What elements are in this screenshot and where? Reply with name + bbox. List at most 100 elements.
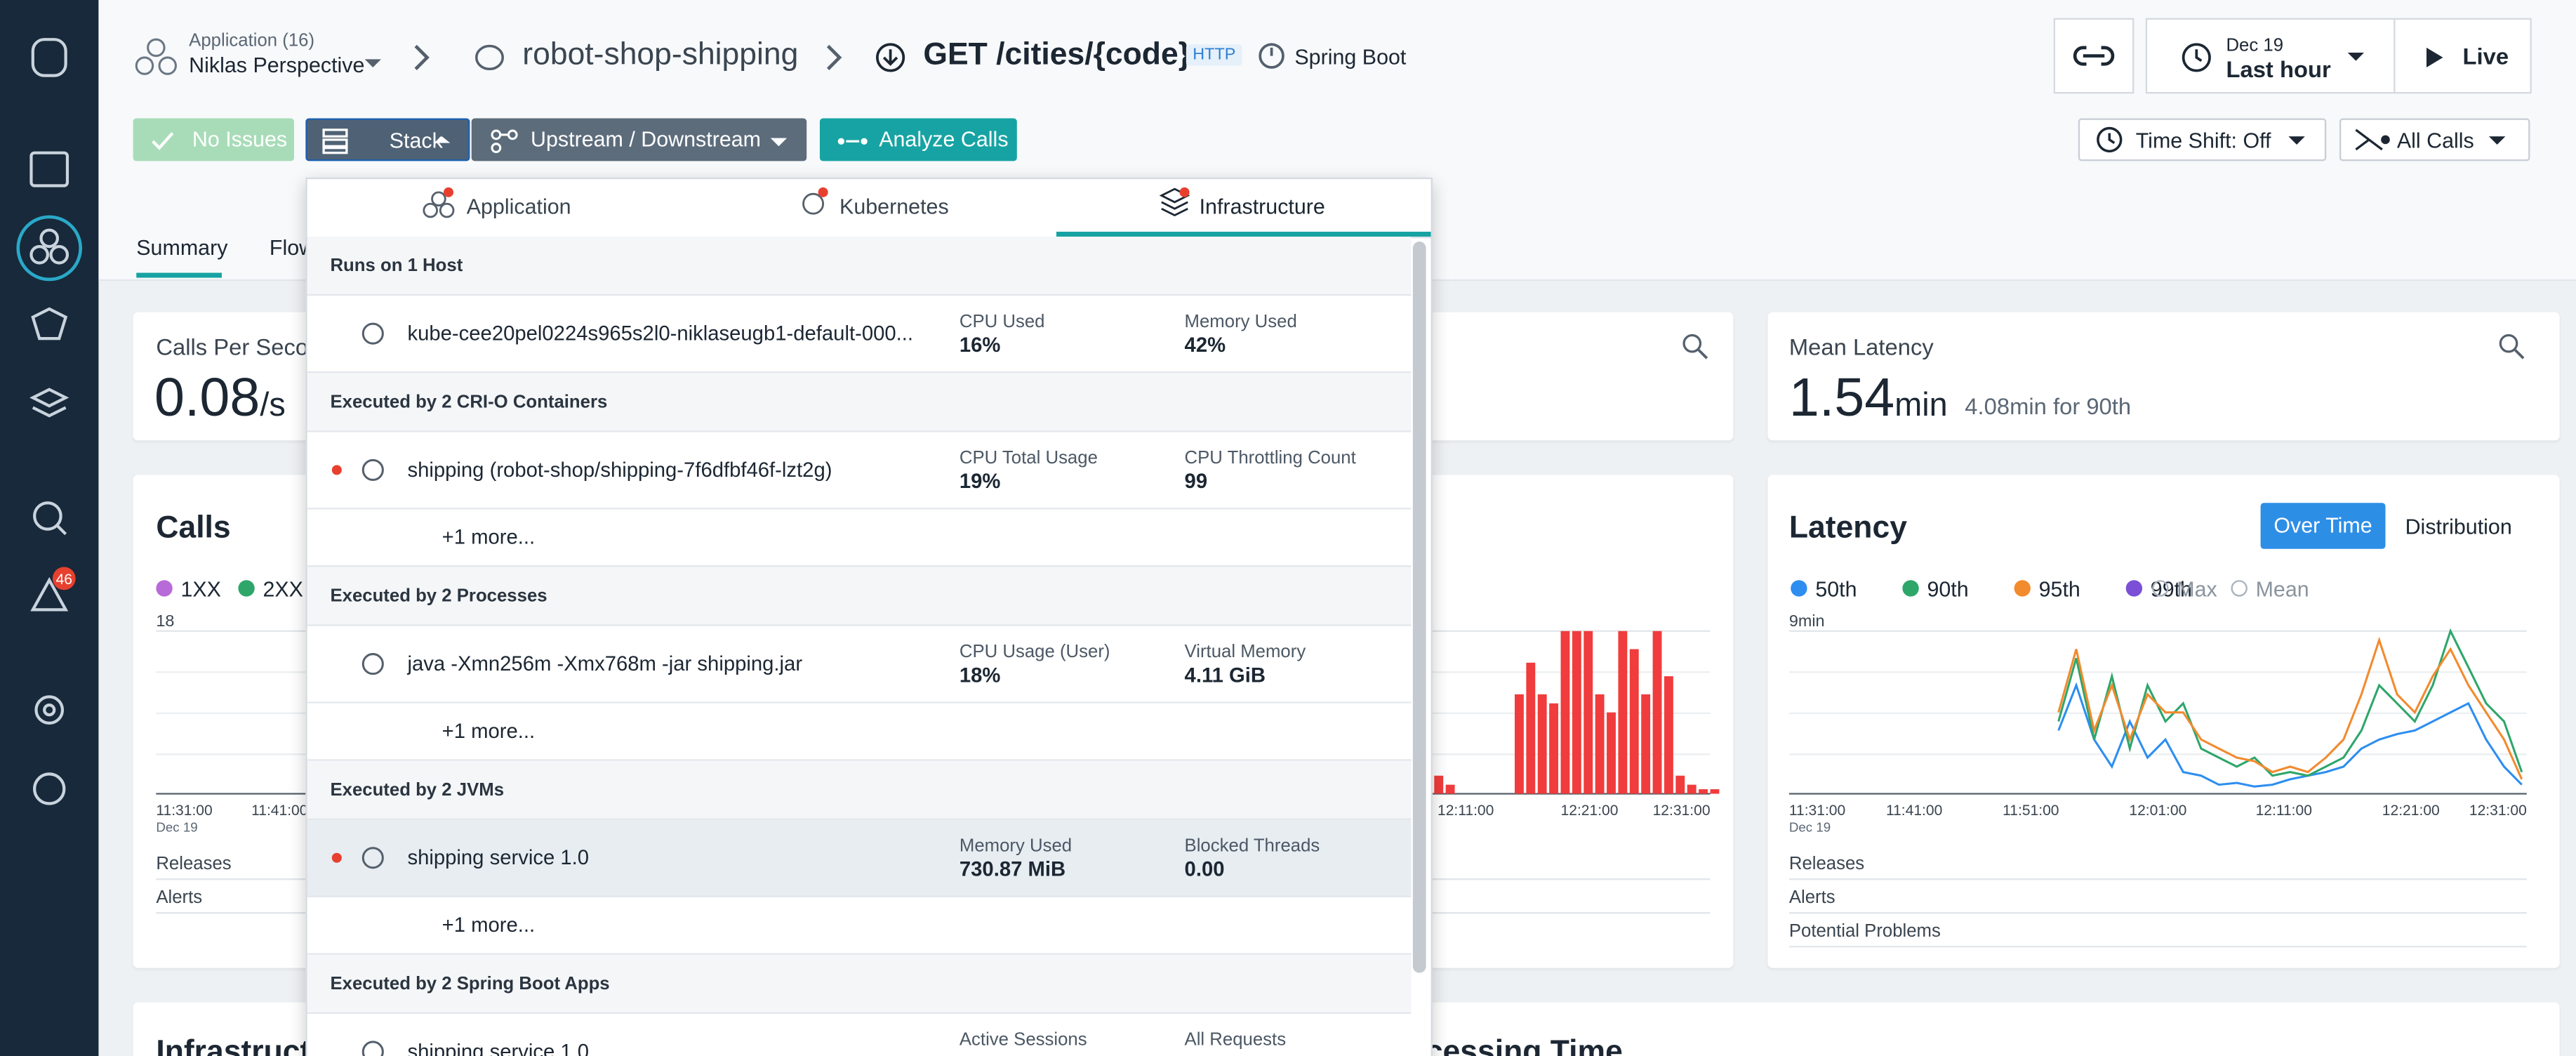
more-link[interactable]: +1 more...: [307, 897, 1412, 955]
x-date-label: Dec 19: [1789, 819, 1831, 834]
metric-label: CPU Used: [959, 312, 1045, 332]
events-icon[interactable]: [30, 576, 69, 612]
row-icon: [361, 653, 384, 675]
applications-icon[interactable]: [16, 215, 83, 282]
caret: [2347, 52, 2365, 61]
track-label: Potential Problems: [1789, 921, 1941, 941]
more-link[interactable]: +1 more...: [307, 703, 1412, 761]
analyze-label: Analyze Calls: [879, 126, 1009, 152]
clock-icon: [2182, 43, 2211, 72]
legend-swatch: [1791, 580, 1807, 597]
x-tick-label: 12:11:00: [2256, 803, 2312, 819]
section-header: Executed by 2 CRI-O Containers: [307, 373, 1412, 433]
stack-row[interactable]: shipping (robot-shop/shipping-7f6dfbf46f…: [307, 432, 1412, 510]
metric-value: 18%: [959, 664, 1001, 687]
stack-row[interactable]: kube-cee20pel0224s965s2l0-niklaseugb1-de…: [307, 296, 1412, 374]
stack-row[interactable]: shipping service 1.0 Memory Used 730.87 Mi…: [307, 819, 1412, 897]
infrastructure-icon[interactable]: [29, 388, 69, 418]
dropdown-tab[interactable]: Kubernetes: [839, 194, 949, 219]
analytics-icon[interactable]: [33, 501, 62, 531]
stack-row[interactable]: shipping service 1.0 Active Sessions All R…: [307, 1014, 1412, 1056]
toolbar-icons: [152, 128, 868, 154]
play-icon: [2426, 47, 2443, 67]
chart-title: Latency: [1789, 510, 1907, 544]
badge-count: 46: [56, 572, 72, 588]
zoom-icon[interactable]: [1680, 332, 1710, 362]
stack-row[interactable]: java -Xmn256m -Xmx768m -jar shipping.jar…: [307, 626, 1412, 704]
sidebar: 46: [0, 0, 99, 1056]
sidebar-icons: 46: [16, 38, 83, 805]
x-tick-label: 11:31:00: [156, 803, 212, 819]
latency-line: [2057, 636, 2523, 780]
latency-card: Over Time Distribution: [1767, 475, 2560, 968]
metric-value: 0.00: [1184, 857, 1225, 881]
view-over-time[interactable]: Over Time: [2260, 503, 2386, 549]
service-name[interactable]: robot-shop-shipping: [522, 37, 799, 72]
section-header: Executed by 2 Processes: [307, 567, 1412, 626]
link-icon: [2073, 46, 2115, 66]
legend-label-off: Max: [2177, 578, 2217, 602]
bar: [1641, 694, 1651, 794]
metric-value: 99: [1184, 470, 1208, 494]
live-label: Live: [2462, 42, 2509, 70]
right-toolbar-icons: [2097, 126, 2506, 153]
bar: [1584, 631, 1593, 794]
link-button[interactable]: [2053, 18, 2135, 94]
live-button[interactable]: Live: [2394, 18, 2532, 94]
mean-latency-card: Mean Latency 1.54min 4.08min for 90th: [1767, 312, 2560, 441]
metric-label: CPU Total Usage: [959, 448, 1098, 469]
time-date: Dec 19: [2226, 36, 2284, 56]
dropdown-tab[interactable]: Application: [466, 194, 571, 219]
bar: [1445, 784, 1455, 794]
no-issues-button[interactable]: No Issues: [133, 118, 294, 161]
bar: [1434, 775, 1444, 794]
logo-icon[interactable]: [31, 38, 67, 77]
legend-swatch: [2125, 580, 2143, 597]
view-distribution[interactable]: Distribution: [2405, 514, 2512, 539]
time-picker[interactable]: Dec 19 Last hour: [2145, 18, 2396, 94]
time-shift-button[interactable]: Time Shift: Off: [2078, 118, 2327, 161]
metric-label: Memory Used: [1184, 312, 1297, 332]
zoom-icon[interactable]: [2497, 332, 2527, 362]
row-name: shipping service 1.0: [407, 846, 590, 870]
metric-label: Blocked Threads: [1184, 836, 1320, 857]
metric-label: Virtual Memory: [1184, 642, 1306, 663]
kpi-note: 4.08min for 90th: [1965, 392, 2132, 419]
stack-label: Stack: [389, 128, 443, 153]
bar: [1595, 694, 1605, 794]
x-tick-label: 12:31:00: [2469, 803, 2527, 819]
x-tick-label: 11:51:00: [2003, 803, 2059, 819]
track-label: Alerts: [1789, 887, 1835, 907]
metric-value: 730.87 MiB: [959, 857, 1066, 881]
more-icon[interactable]: [33, 772, 66, 805]
dropdown-tab[interactable]: Infrastructure: [1199, 194, 1325, 219]
metric-label: All Requests: [1184, 1030, 1287, 1050]
kpi-value: 0.08/s: [154, 367, 286, 429]
time-shift-label: Time Shift: Off: [2135, 128, 2271, 153]
scrollbar[interactable]: [1412, 242, 1426, 973]
app-icon: [135, 38, 177, 75]
chart-title: Calls: [156, 510, 230, 544]
dashboard-icon[interactable]: [29, 151, 69, 187]
bar: [1514, 694, 1524, 794]
row-icon: [361, 458, 384, 481]
row-icon: [361, 322, 384, 345]
kpi-number: 0.08: [154, 366, 260, 428]
more-link[interactable]: +1 more...: [307, 509, 1412, 567]
spring-icon: [1259, 43, 1284, 69]
x-tick-label: 11:41:00: [251, 803, 307, 819]
kpi-label: Calls Per Second: [156, 334, 334, 360]
analyze-button[interactable]: Analyze Calls: [819, 118, 1017, 161]
upstream-button[interactable]: Upstream / Downstream: [471, 118, 807, 161]
tab-summary[interactable]: Summary: [136, 235, 228, 260]
row-name: java -Xmn256m -Xmx768m -jar shipping.jar: [407, 652, 803, 675]
db-icon: [475, 44, 504, 71]
chevron: [826, 44, 842, 70]
bar: [1664, 676, 1673, 794]
perspective[interactable]: Niklas Perspective: [189, 52, 365, 78]
settings-icon[interactable]: [34, 695, 65, 725]
legend-label: 90th: [1927, 578, 1968, 602]
platform-icon[interactable]: [31, 307, 68, 341]
